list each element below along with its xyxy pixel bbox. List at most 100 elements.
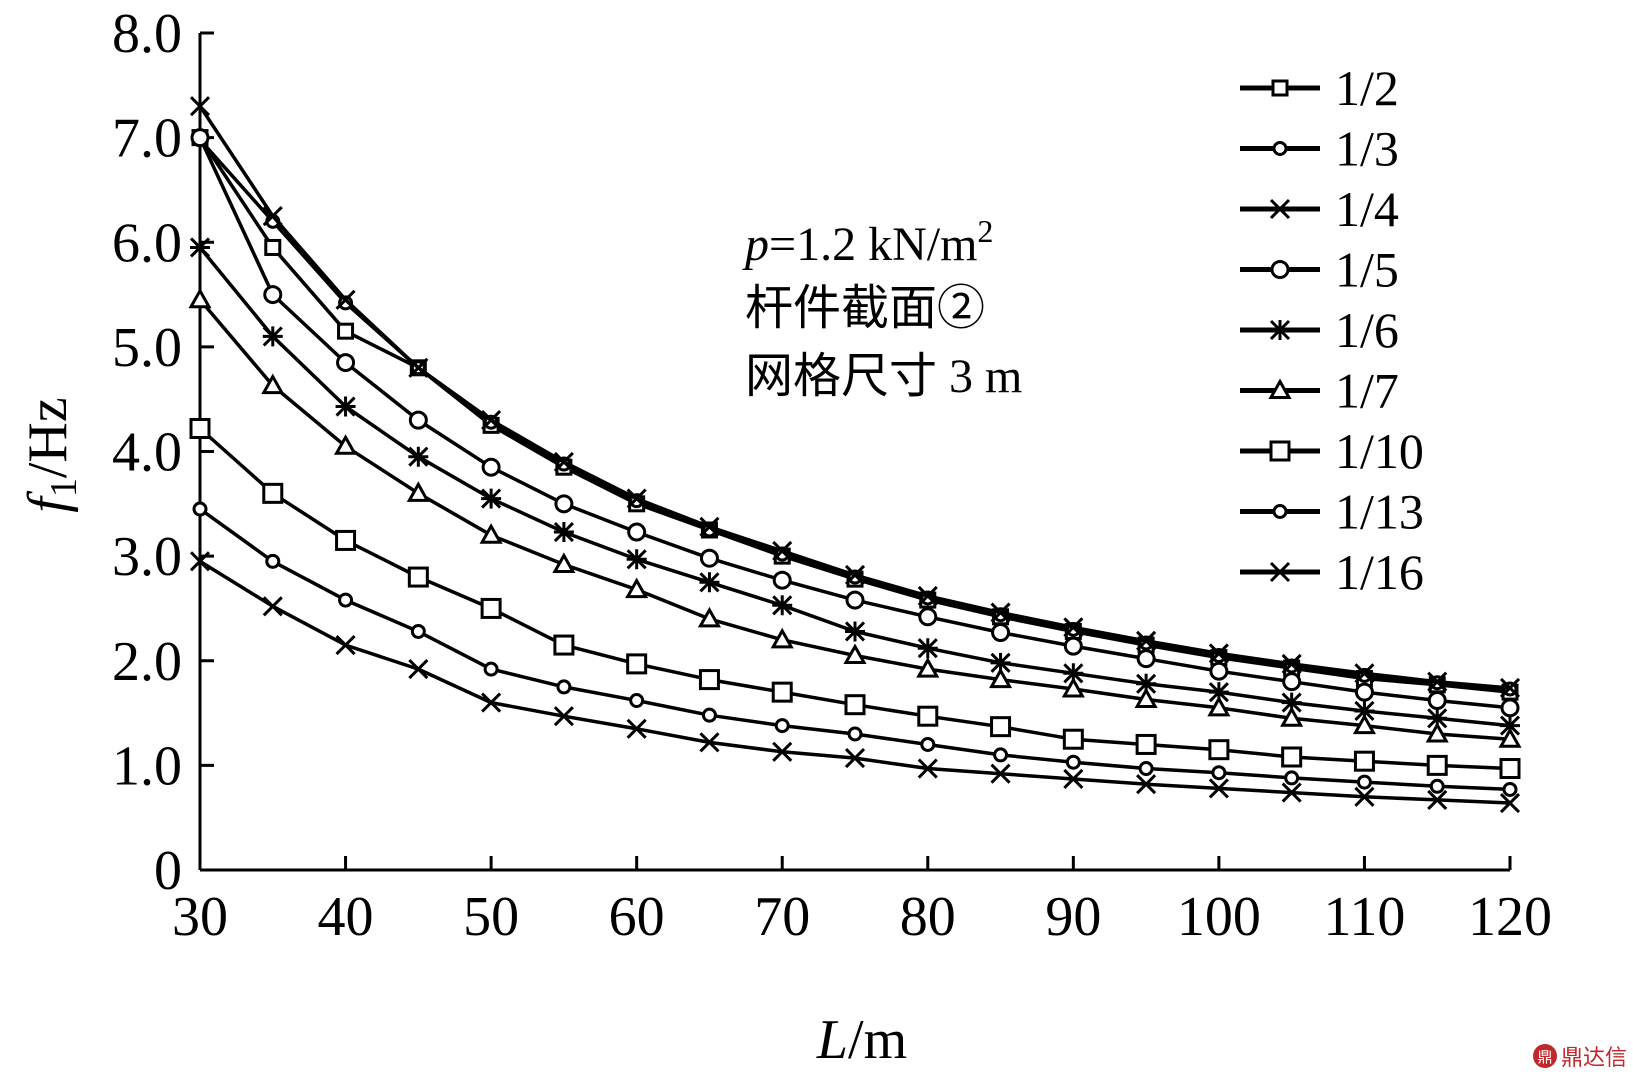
data-point xyxy=(699,516,720,537)
y-tick-label: 6.0 xyxy=(112,212,182,274)
data-point xyxy=(263,285,283,305)
data-point xyxy=(553,451,574,473)
data-point xyxy=(1207,695,1231,717)
data-point xyxy=(917,638,938,659)
x-tick-label: 80 xyxy=(900,886,956,948)
data-point xyxy=(553,706,574,727)
data-point xyxy=(1271,79,1289,97)
data-point xyxy=(990,716,1012,738)
x-tick-label: 100 xyxy=(1177,886,1261,948)
data-point xyxy=(1499,792,1521,814)
x-tick-label: 60 xyxy=(609,886,665,948)
data-point xyxy=(1281,746,1303,768)
data-point xyxy=(335,634,356,656)
y-axis-title: f1/Hz xyxy=(17,397,85,512)
data-point xyxy=(262,206,283,227)
y-tick-label: 2.0 xyxy=(112,631,182,693)
y-tick-label: 1.0 xyxy=(112,735,182,797)
data-point xyxy=(1269,440,1291,462)
data-point xyxy=(1268,378,1292,399)
data-point xyxy=(1354,682,1374,702)
annotation-line-2: 杆件截面② xyxy=(745,282,985,335)
data-point xyxy=(1499,677,1521,699)
axis-ticks: 30 40 50 60 70 80 90 100 110 120 0 1.0 2.0 3.0 4.0 5.0 6… xyxy=(112,3,1552,948)
data-point xyxy=(480,597,502,619)
data-point xyxy=(772,741,793,762)
data-point xyxy=(843,643,867,665)
data-point xyxy=(1136,673,1157,694)
series-layer xyxy=(188,96,1522,814)
data-point xyxy=(627,522,647,542)
data-point xyxy=(920,736,936,752)
data-point xyxy=(262,482,284,504)
series-0 xyxy=(191,129,1519,701)
data-point xyxy=(1272,141,1288,156)
data-point xyxy=(1427,708,1448,729)
legend-item: 1/16 xyxy=(1240,544,1424,600)
data-point xyxy=(770,627,794,649)
data-point xyxy=(1135,733,1157,755)
legend-label: 1/5 xyxy=(1335,242,1399,298)
data-point xyxy=(1209,661,1229,681)
data-point xyxy=(554,494,574,514)
series-8 xyxy=(189,551,1521,814)
data-point xyxy=(262,596,283,617)
data-point xyxy=(847,726,863,742)
data-point xyxy=(772,595,793,616)
legend-item: 1/7 xyxy=(1240,363,1399,419)
data-point xyxy=(699,572,720,593)
data-point xyxy=(990,602,1011,623)
data-point xyxy=(335,289,356,310)
legend-label: 1/16 xyxy=(1335,544,1424,600)
data-point xyxy=(698,669,720,691)
data-point xyxy=(626,653,648,675)
data-point xyxy=(408,446,429,467)
data-point xyxy=(990,763,1011,784)
series-2 xyxy=(189,96,1521,699)
data-point xyxy=(774,718,790,734)
data-point xyxy=(338,295,354,311)
data-point xyxy=(917,758,938,779)
data-point xyxy=(1427,671,1448,692)
data-point xyxy=(189,237,211,258)
data-point xyxy=(699,548,719,568)
data-point xyxy=(1061,676,1085,698)
data-point xyxy=(1425,721,1449,743)
data-point xyxy=(408,659,429,680)
legend-item: 1/6 xyxy=(1240,302,1399,358)
legend: 1/21/31/41/51/61/71/101/131/16 xyxy=(1240,60,1424,600)
data-point xyxy=(407,566,429,588)
data-point xyxy=(1136,774,1157,795)
data-point xyxy=(338,592,354,608)
y-tick-label: 5.0 xyxy=(112,317,182,379)
data-point xyxy=(189,551,211,572)
data-point xyxy=(1208,643,1229,664)
data-point xyxy=(335,396,356,417)
data-point xyxy=(1269,319,1291,341)
data-point xyxy=(337,322,355,340)
data-point xyxy=(1499,715,1521,736)
legend-item: 1/13 xyxy=(1240,484,1424,540)
legend-label: 1/3 xyxy=(1335,121,1399,177)
data-point xyxy=(626,488,647,509)
watermark-logo-icon: 鼎 xyxy=(1532,1044,1557,1068)
data-point xyxy=(552,552,576,573)
data-point xyxy=(699,732,720,753)
data-point xyxy=(406,481,430,502)
data-point xyxy=(1499,758,1521,780)
data-point xyxy=(991,623,1011,643)
annotation-line-1: p=1.2 kN/m2 xyxy=(742,213,993,271)
data-point xyxy=(626,718,647,739)
legend-label: 1/4 xyxy=(1335,181,1399,237)
data-point xyxy=(189,96,211,117)
data-point xyxy=(844,747,866,769)
data-point xyxy=(1208,778,1229,799)
data-point xyxy=(771,681,793,703)
data-point xyxy=(262,326,283,347)
data-point xyxy=(918,607,938,627)
data-point xyxy=(261,373,285,395)
data-point xyxy=(845,590,865,610)
data-point xyxy=(190,128,210,148)
legend-item: 1/10 xyxy=(1240,423,1424,479)
x-tick-label: 70 xyxy=(754,886,810,948)
